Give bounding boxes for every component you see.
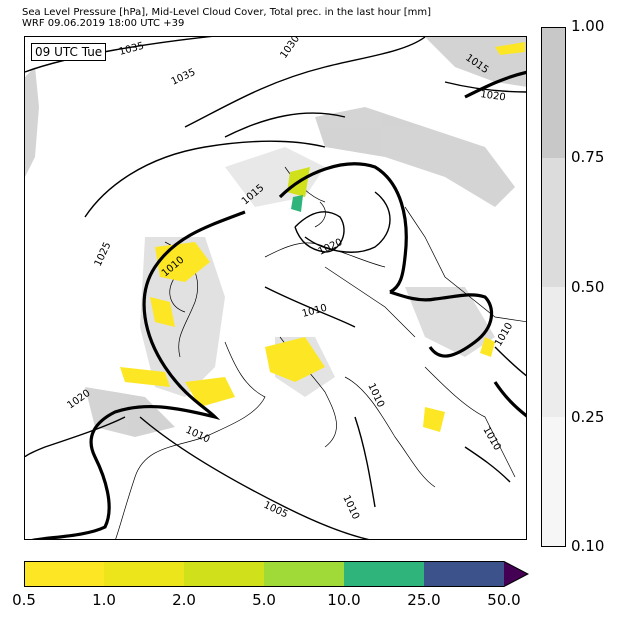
cloud-tick-label: 0.10 [571, 537, 605, 555]
precip-segment-4 [344, 561, 424, 587]
cloud-segment-50-75 [542, 157, 565, 287]
cloud-cover-colorbar [541, 27, 566, 547]
precipitation-colorbar [24, 561, 529, 587]
precip-tick-label: 5.0 [252, 591, 276, 609]
precip-tick-label: 2.0 [172, 591, 196, 609]
precip-segment-3 [264, 561, 344, 587]
cloud-segment-75-100 [542, 28, 565, 158]
precip-tick-label: 0.5 [12, 591, 36, 609]
precip-segment-0 [24, 561, 104, 587]
chart-title: Sea Level Pressure [hPa], Mid-Level Clou… [22, 7, 432, 18]
isobar-1015-thick [31, 70, 526, 539]
precip-segment-2 [184, 561, 264, 587]
isobar-label: 1020 [65, 388, 92, 412]
precip-tick-label: 25.0 [407, 591, 441, 609]
isobar-label: 1035 [118, 41, 145, 58]
isobars-thin [25, 37, 526, 539]
precip-tick-label: 10.0 [327, 591, 361, 609]
cloud-tick-label: 0.25 [571, 408, 605, 426]
weather-map: 1035 1035 1030 1015 1020 1025 1015 1010 … [24, 36, 527, 540]
precip-colorbar-outline [24, 561, 529, 587]
isobar-label: 1010 [480, 425, 502, 453]
cloud-tick-label: 1.00 [571, 17, 605, 35]
isobar-label: 1010 [365, 382, 386, 410]
isobar-label: 1030 [278, 37, 302, 61]
cloud-tick-label: 0.50 [571, 278, 605, 296]
coastlines [115, 166, 526, 539]
cloud-segment-10-25 [542, 416, 565, 546]
cloud-cover-layer [25, 37, 526, 437]
isobar-label: 1020 [317, 237, 345, 258]
map-canvas: 1035 1035 1030 1015 1020 1025 1015 1010 … [25, 37, 526, 539]
precip-extend-arrow [504, 561, 528, 587]
chart-subtitle: WRF 09.06.2019 18:00 UTC +39 [22, 18, 185, 29]
cloud-tick-label: 0.75 [571, 148, 605, 166]
isobar-label: 1010 [184, 425, 212, 446]
isobar-label: 1010 [340, 494, 361, 522]
precip-segment-1 [104, 561, 184, 587]
isobar-label: 1010 [493, 321, 515, 349]
precip-segment-5 [424, 561, 504, 587]
precipitation-layer [120, 42, 525, 432]
precip-tick-label: 50.0 [487, 591, 521, 609]
isobar-label: 1020 [480, 89, 507, 103]
isobar-label: 1035 [170, 67, 198, 88]
forecast-time-label: 09 UTC Tue [31, 43, 107, 61]
precip-tick-label: 1.0 [92, 591, 116, 609]
isobar-label: 1025 [93, 241, 114, 269]
cloud-segment-25-50 [542, 287, 565, 417]
